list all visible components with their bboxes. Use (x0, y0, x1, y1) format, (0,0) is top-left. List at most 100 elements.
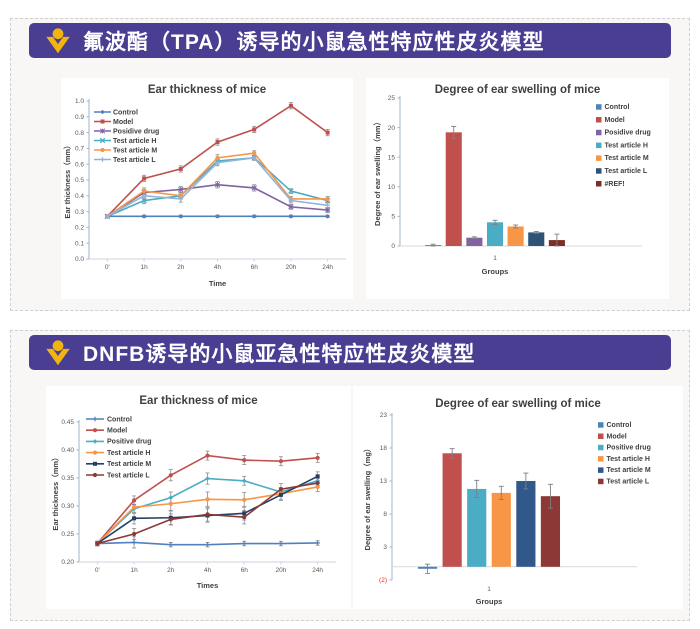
bar (491, 492, 511, 567)
section-tpa-model: 氟波酯（TPA）诱导的小鼠急性特应性皮炎模型 Ear thickness of … (10, 18, 690, 311)
section-title-dnfb: DNFB诱导的小鼠亚急性特应性皮炎模型 (83, 342, 476, 366)
tpa-ear-swelling-bar-chart: Degree of ear swelling of mice 0 5 10 15 20 25… (366, 78, 669, 299)
svg-text:0.0: 0.0 (75, 256, 84, 263)
svg-text:0.40: 0.40 (61, 447, 74, 454)
legend-label: Model (107, 428, 127, 435)
legend-label: Test article M (113, 147, 157, 154)
chart-title: Ear thickness of mice (139, 395, 257, 407)
chart-title: Degree of ear swelling of mice (435, 398, 601, 410)
brand-v-icon (46, 339, 70, 365)
svg-text:0.6: 0.6 (75, 161, 84, 168)
bar (486, 222, 504, 246)
legend-label: Posidive drug (605, 130, 651, 137)
svg-text:0.45: 0.45 (61, 419, 74, 426)
legend-label: Test article H (605, 142, 648, 149)
svg-text:20: 20 (388, 125, 396, 132)
bar (528, 232, 545, 246)
legend-label: #REF! (605, 181, 625, 188)
section-header-tpa: 氟波酯（TPA）诱导的小鼠急性特应性皮炎模型 (29, 23, 671, 58)
legend-label: Control (607, 422, 632, 429)
legend-label: Control (113, 109, 138, 116)
svg-text:24h: 24h (312, 567, 323, 574)
bar (442, 453, 462, 567)
svg-text:15: 15 (388, 154, 396, 161)
svg-text:0': 0' (105, 264, 110, 271)
svg-text:10: 10 (388, 184, 396, 191)
section-header-dnfb: DNFB诱导的小鼠亚急性特应性皮炎模型 (29, 335, 671, 370)
legend-label: Control (107, 416, 132, 423)
svg-text:20h: 20h (275, 567, 286, 574)
svg-text:0.5: 0.5 (75, 177, 84, 184)
legend-label: Model (607, 433, 627, 440)
svg-text:6h: 6h (241, 567, 249, 574)
svg-text:0.30: 0.30 (61, 503, 74, 510)
x-axis-label: Times (197, 581, 219, 590)
svg-text:1.0: 1.0 (75, 98, 84, 105)
svg-text:0.25: 0.25 (61, 531, 74, 538)
bar (540, 496, 561, 567)
svg-text:8: 8 (383, 511, 387, 518)
y-axis-label: Ear thickness（mm） (62, 141, 72, 218)
legend-label: Test article L (605, 168, 648, 175)
legend-label: Control (605, 104, 630, 111)
tpa-ear-thickness-line-chart: Ear thickness of mice 0.0 0.1 0.2 0.3 0.4 0.5 0… (61, 78, 353, 299)
svg-text:0: 0 (391, 243, 395, 250)
svg-text:0.3: 0.3 (75, 209, 84, 216)
legend-label: Test article H (113, 138, 156, 145)
svg-text:0.35: 0.35 (61, 475, 74, 482)
dnfb-ear-swelling-bar-chart: Degree of ear swelling of mice (2) 3 8 13 18 2… (353, 386, 683, 609)
legend-label: Test article L (107, 472, 150, 479)
svg-text:24h: 24h (322, 264, 333, 271)
bar (507, 226, 524, 246)
bar (467, 488, 487, 567)
legend-label: Positive drug (107, 439, 151, 446)
brand-v-icon (46, 27, 70, 53)
bar (445, 132, 462, 246)
svg-text:0.4: 0.4 (75, 193, 84, 200)
svg-text:(2): (2) (379, 577, 387, 584)
legend-label: Test article L (607, 479, 650, 486)
svg-text:6h: 6h (251, 264, 259, 271)
svg-text:2h: 2h (177, 264, 185, 271)
chart-title: Ear thickness of mice (148, 84, 266, 96)
svg-text:0.1: 0.1 (75, 240, 84, 247)
svg-text:1: 1 (493, 255, 497, 262)
svg-text:0.8: 0.8 (75, 130, 84, 137)
svg-text:0': 0' (95, 567, 100, 574)
legend-label: Test article L (113, 157, 156, 164)
section-dnfb-model: DNFB诱导的小鼠亚急性特应性皮炎模型 Ear thickness of mic… (10, 330, 690, 621)
y-axis-label: Ear thickness（mm） (50, 453, 60, 530)
legend-label: Test article M (107, 461, 151, 468)
svg-text:25: 25 (388, 95, 396, 102)
bar (516, 481, 536, 567)
legend-label: Positive drug (607, 445, 651, 452)
svg-text:5: 5 (391, 214, 395, 221)
svg-text:4h: 4h (204, 567, 212, 574)
svg-text:0.2: 0.2 (75, 225, 84, 232)
section-title-tpa: 氟波酯（TPA）诱导的小鼠急性特应性皮炎模型 (83, 30, 545, 54)
x-axis-label: Groups (482, 267, 509, 276)
chart-title: Degree of ear swelling of mice (435, 84, 601, 96)
legend-label: Posidive drug (113, 128, 159, 135)
svg-text:1h: 1h (130, 567, 138, 574)
svg-text:0.20: 0.20 (61, 559, 74, 566)
svg-text:23: 23 (380, 412, 388, 419)
legend-label: Model (113, 119, 133, 126)
y-axis-label: Degree of ear swelling（mg） (362, 445, 372, 551)
x-axis-label: Groups (476, 597, 503, 606)
bar (466, 237, 483, 246)
dnfb-ear-thickness-line-chart: Ear thickness of mice 0.20 0.25 0.30 0.35 0.4… (46, 386, 351, 609)
legend-label: Test article H (107, 450, 150, 457)
svg-text:1h: 1h (140, 264, 148, 271)
x-axis-label: Time (209, 279, 226, 288)
svg-text:4h: 4h (214, 264, 222, 271)
svg-text:18: 18 (380, 445, 388, 452)
svg-text:1: 1 (487, 586, 491, 593)
svg-text:0.9: 0.9 (75, 114, 84, 121)
svg-text:3: 3 (383, 544, 387, 551)
y-axis-label: Degree of ear swelling（mm） (372, 118, 382, 226)
legend-label: Test article H (607, 456, 650, 463)
legend-label: Test article M (605, 155, 649, 162)
legend-label: Test article M (607, 467, 651, 474)
svg-text:20h: 20h (285, 264, 296, 271)
